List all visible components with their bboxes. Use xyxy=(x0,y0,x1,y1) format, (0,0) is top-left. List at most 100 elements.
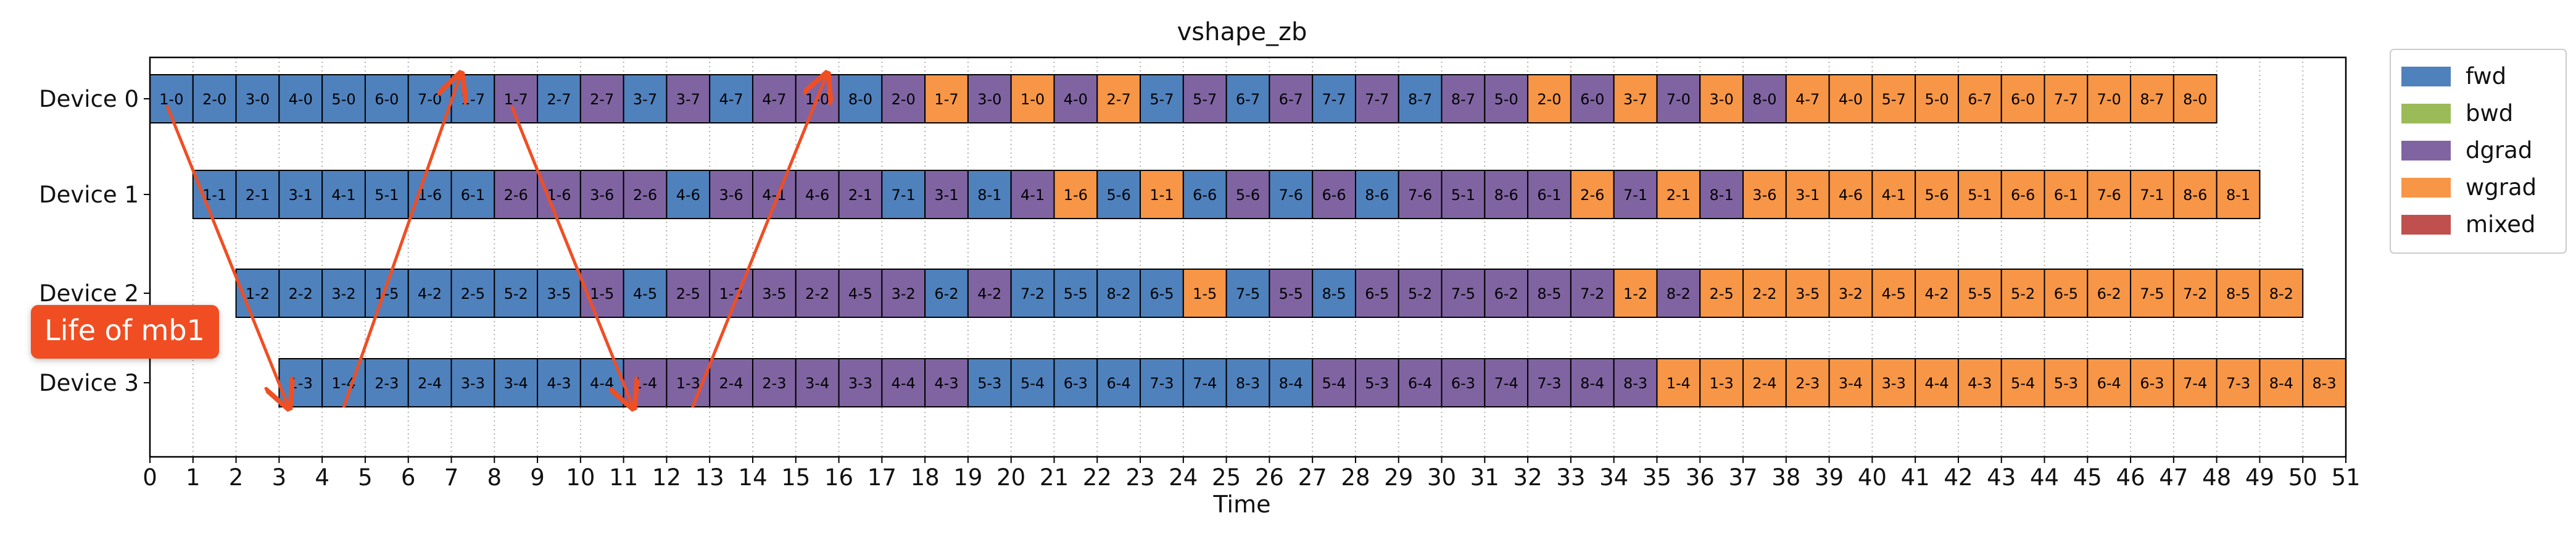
task-label: 2-6 xyxy=(633,186,657,204)
task-bar xyxy=(235,170,280,219)
task-bar xyxy=(192,170,237,219)
task-bar xyxy=(795,269,840,318)
task-bar xyxy=(1053,358,1098,407)
task-label: 4-4 xyxy=(590,375,614,392)
task-label: 2-5 xyxy=(1710,285,1734,302)
task-bar xyxy=(623,74,668,123)
task-bar xyxy=(666,170,711,219)
task-label: 5-4 xyxy=(1021,375,1045,392)
task-bar xyxy=(407,269,452,318)
task-label: 7-4 xyxy=(1494,375,1518,392)
task-label: 5-0 xyxy=(331,91,355,108)
task-label: 3-7 xyxy=(676,91,700,108)
x-tick-label: 30 xyxy=(1427,464,1456,491)
task-bar xyxy=(1699,74,1744,123)
task-label: 1-4 xyxy=(1667,375,1691,392)
task-label: 2-0 xyxy=(892,91,916,108)
task-label: 3-1 xyxy=(934,186,958,204)
x-tick-label: 47 xyxy=(2159,464,2188,491)
x-tick-label: 38 xyxy=(1771,464,1800,491)
task-bar xyxy=(1570,170,1615,219)
task-label: 7-3 xyxy=(1149,375,1174,392)
task-label: 5-1 xyxy=(1451,186,1475,204)
task-bar xyxy=(1312,358,1356,407)
task-label: 3-4 xyxy=(1839,375,1863,392)
task-label: 1-4 xyxy=(633,375,657,392)
task-label: 2-5 xyxy=(461,285,485,302)
task-bar xyxy=(709,170,753,219)
task-bar xyxy=(1699,269,1744,318)
task-bar xyxy=(1613,170,1658,219)
task-label: 3-0 xyxy=(246,91,270,108)
task-label: 3-3 xyxy=(1882,375,1906,392)
task-label: 8-7 xyxy=(2140,91,2164,108)
task-bar xyxy=(1742,358,1787,407)
life-arrow xyxy=(342,77,460,408)
task-label: 1-7 xyxy=(461,91,485,108)
x-tick-label: 29 xyxy=(1384,464,1413,491)
device-label: Device 1 xyxy=(39,181,139,208)
task-label: 6-1 xyxy=(461,186,485,204)
task-label: 8-1 xyxy=(977,186,1001,204)
task-bar xyxy=(838,358,883,407)
task-bar xyxy=(1441,269,1486,318)
task-label: 2-3 xyxy=(762,375,786,392)
task-label: 5-3 xyxy=(2054,375,2078,392)
task-bar xyxy=(494,358,539,407)
task-bar xyxy=(2302,358,2346,407)
task-label: 7-6 xyxy=(2097,186,2121,204)
task-bar xyxy=(364,170,409,219)
task-label: 3-5 xyxy=(1795,285,1820,302)
task-label: 6-5 xyxy=(2054,285,2078,302)
task-bar xyxy=(579,170,624,219)
task-label: 7-5 xyxy=(1451,285,1475,302)
task-bar xyxy=(2044,170,2089,219)
task-bar xyxy=(2130,269,2174,318)
x-tick-label: 36 xyxy=(1686,464,1715,491)
task-label: 5-3 xyxy=(1365,375,1389,392)
task-label: 4-2 xyxy=(418,285,442,302)
task-bar xyxy=(1312,170,1356,219)
task-label: 7-0 xyxy=(2097,91,2121,108)
task-label: 5-2 xyxy=(2011,285,2035,302)
task-label: 1-0 xyxy=(1021,91,1045,108)
task-label: 2-2 xyxy=(1752,285,1776,302)
x-tick-label: 24 xyxy=(1169,464,1198,491)
x-tick-label: 4 xyxy=(315,464,329,491)
task-bar xyxy=(192,74,237,123)
task-bar xyxy=(1957,170,2002,219)
task-bar xyxy=(1096,269,1141,318)
plot-border xyxy=(149,56,2347,458)
task-bar xyxy=(579,74,624,123)
task-bar xyxy=(1053,74,1098,123)
task-bar xyxy=(881,269,926,318)
task-bar xyxy=(450,269,495,318)
task-label: 5-5 xyxy=(1279,285,1303,302)
task-bar xyxy=(2259,358,2304,407)
task-label: 7-4 xyxy=(1193,375,1217,392)
task-bar xyxy=(2216,170,2261,219)
task-bar xyxy=(1484,170,1529,219)
task-bar xyxy=(1915,170,1959,219)
task-bar xyxy=(838,74,883,123)
legend-label: bwd xyxy=(2466,100,2513,127)
task-bar xyxy=(407,358,452,407)
task-bar xyxy=(364,74,409,123)
task-label: 2-4 xyxy=(719,375,743,392)
task-bar xyxy=(1742,74,1787,123)
task-bar xyxy=(1656,74,1701,123)
task-label: 7-5 xyxy=(1236,285,1260,302)
task-label: 1-1 xyxy=(1149,186,1174,204)
task-label: 5-3 xyxy=(977,375,1001,392)
x-tick-label: 9 xyxy=(530,464,545,491)
device-label: Device 3 xyxy=(39,370,139,396)
device-label: Device 2 xyxy=(39,280,139,307)
task-label: 5-6 xyxy=(1107,186,1131,204)
task-label: 3-6 xyxy=(1752,186,1776,204)
task-label: 2-1 xyxy=(1667,186,1691,204)
x-tick-label: 33 xyxy=(1556,464,1585,491)
task-bar xyxy=(795,170,840,219)
task-label: 6-4 xyxy=(2097,375,2121,392)
task-bar xyxy=(924,269,969,318)
